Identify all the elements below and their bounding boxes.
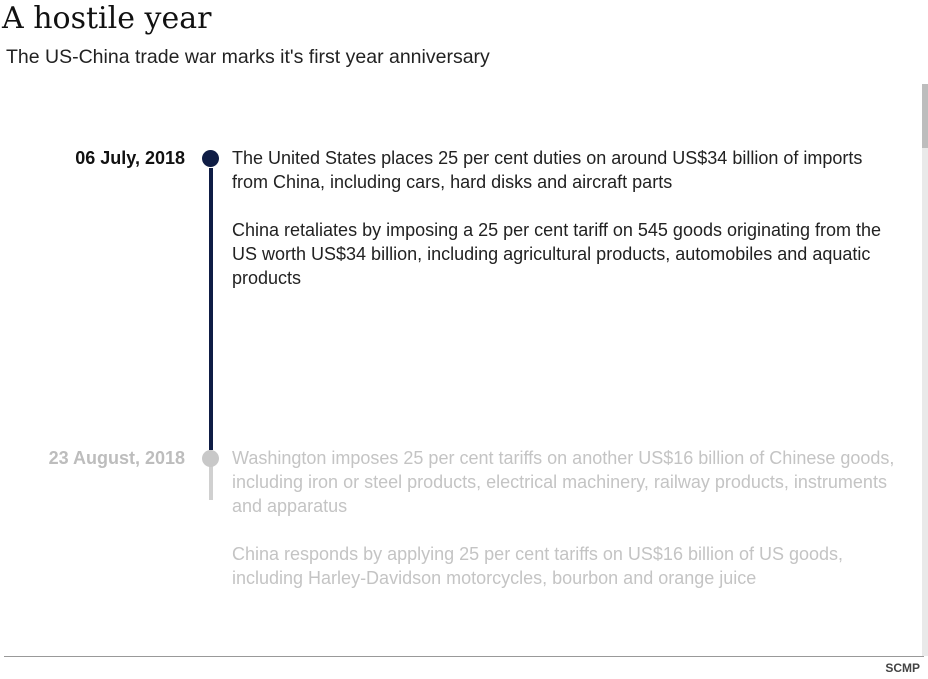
event-paragraph: China responds by applying 25 per cent t… [232, 544, 844, 588]
scrollbar-thumb[interactable] [922, 84, 928, 148]
timeline-connector-line [209, 168, 213, 450]
timeline-connector-line [209, 466, 213, 500]
event-date: 06 July, 2018 [75, 148, 185, 168]
chart-subtitle: The US-China trade war marks it's first … [6, 46, 490, 68]
event-description: Washington imposes 25 per cent tariffs o… [232, 446, 902, 614]
timeline-marker-dot[interactable] [202, 150, 219, 167]
scrollbar-track[interactable] [922, 84, 928, 656]
chart-title: A hostile year [2, 1, 212, 36]
event-paragraph: China retaliates by imposing a 25 per ce… [232, 220, 882, 288]
timeline-scroll-area[interactable]: 06 July, 2018 The United States places 2… [0, 84, 928, 656]
event-paragraph: Washington imposes 25 per cent tariffs o… [232, 448, 895, 516]
timeline-marker-dot[interactable] [202, 450, 219, 467]
event-description: The United States places 25 per cent dut… [232, 146, 902, 314]
event-date: 23 August, 2018 [48, 448, 185, 468]
event-paragraph: The United States places 25 per cent dut… [232, 148, 863, 192]
footer-divider [4, 656, 924, 657]
source-credit: SCMP [885, 661, 920, 675]
